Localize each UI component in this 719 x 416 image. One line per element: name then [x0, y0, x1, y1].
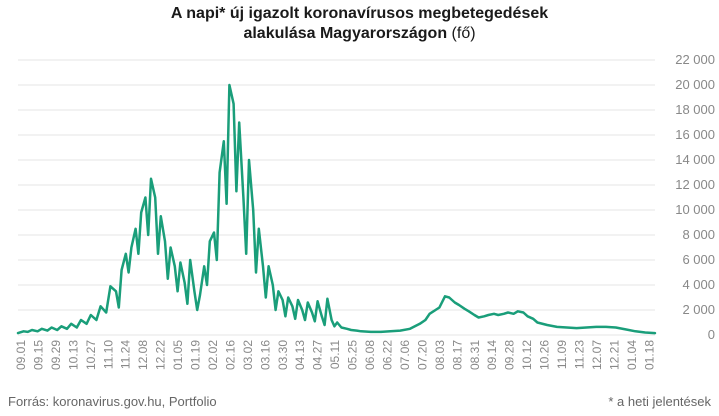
chart-title-line1: A napi* új igazolt koronavírusos megbete…	[170, 5, 549, 22]
x-tick-label: 01.19	[189, 340, 203, 370]
x-tick-label: 02.02	[206, 340, 220, 370]
source-note: Forrás: koronavirus.gov.hu, Portfolio	[8, 394, 217, 409]
x-tick-label: 09.28	[503, 340, 517, 370]
x-tick-label: 07.06	[398, 340, 412, 370]
y-tick-label: 0	[708, 327, 715, 342]
y-tick-label: 6 000	[682, 252, 715, 267]
x-tick-label: 10.13	[66, 340, 80, 370]
x-tick-label: 01.05	[171, 340, 185, 370]
chart-title: A napi* új igazolt koronavírusos megbete…	[0, 4, 719, 44]
x-tick-label: 01.04	[625, 340, 639, 370]
x-tick-label: 03.02	[241, 340, 255, 370]
y-tick-label: 10 000	[675, 202, 715, 217]
y-axis-ticks: 0 2 000 4 000 6 000 8 000 10 000 12 000 14 000 1…	[675, 52, 715, 342]
x-tick-label: 06.08	[363, 340, 377, 370]
x-tick-label: 03.30	[276, 340, 290, 370]
x-tick-label: 12.22	[154, 340, 168, 370]
footnote: * a heti jelentések	[608, 394, 711, 409]
x-tick-label: 08.17	[450, 340, 464, 370]
y-tick-label: 4 000	[682, 277, 715, 292]
x-tick-label: 12.08	[136, 340, 150, 370]
y-tick-label: 22 000	[675, 52, 715, 67]
x-tick-label: 09.15	[31, 340, 45, 370]
x-tick-label: 10.27	[84, 340, 98, 370]
x-tick-label: 10.26	[538, 340, 552, 370]
x-tick-label: 06.22	[380, 340, 394, 370]
x-tick-label: 11.24	[119, 340, 133, 369]
x-tick-label: 02.16	[223, 340, 237, 370]
y-tick-label: 2 000	[682, 302, 715, 317]
gridlines	[18, 59, 655, 336]
y-tick-label: 16 000	[675, 127, 715, 142]
x-tick-label: 10.12	[520, 340, 534, 370]
chart-title-unit: (fő)	[451, 25, 476, 42]
series-line-daily-cases	[16, 83, 657, 335]
x-tick-label: 11.09	[555, 340, 569, 369]
x-tick-label: 07.20	[415, 340, 429, 370]
x-tick-label: 11.23	[572, 340, 586, 369]
x-tick-label: 11.10	[101, 340, 115, 369]
x-tick-label: 05.25	[346, 340, 360, 370]
chart-title-line2: alakulása Magyarországon	[243, 25, 448, 42]
x-tick-label: 09.29	[49, 340, 63, 370]
x-axis-ticks: 09.01 09.15 09.29 10.13 10.27 11.10 11.24 12.08…	[14, 340, 656, 370]
y-tick-label: 14 000	[675, 152, 715, 167]
y-tick-label: 12 000	[675, 177, 715, 192]
x-tick-label: 12.07	[590, 340, 604, 370]
series-group	[16, 83, 657, 335]
y-tick-label: 18 000	[675, 102, 715, 117]
x-tick-label: 01.18	[642, 340, 656, 370]
x-tick-label: 12.21	[607, 340, 621, 370]
x-tick-label: 08.03	[433, 340, 447, 370]
y-tick-label: 8 000	[682, 227, 715, 242]
x-tick-label: 05.11	[328, 340, 342, 369]
x-tick-label: 08.31	[468, 340, 482, 370]
x-tick-label: 04.13	[293, 340, 307, 370]
x-tick-label: 09.01	[14, 340, 28, 370]
x-tick-label: 03.16	[258, 340, 272, 370]
x-tick-label: 09.14	[485, 340, 499, 370]
chart-title-line2-wrap: alakulása Magyarországon (fő)	[0, 24, 719, 44]
y-tick-label: 20 000	[675, 77, 715, 92]
x-tick-label: 04.27	[311, 340, 325, 370]
